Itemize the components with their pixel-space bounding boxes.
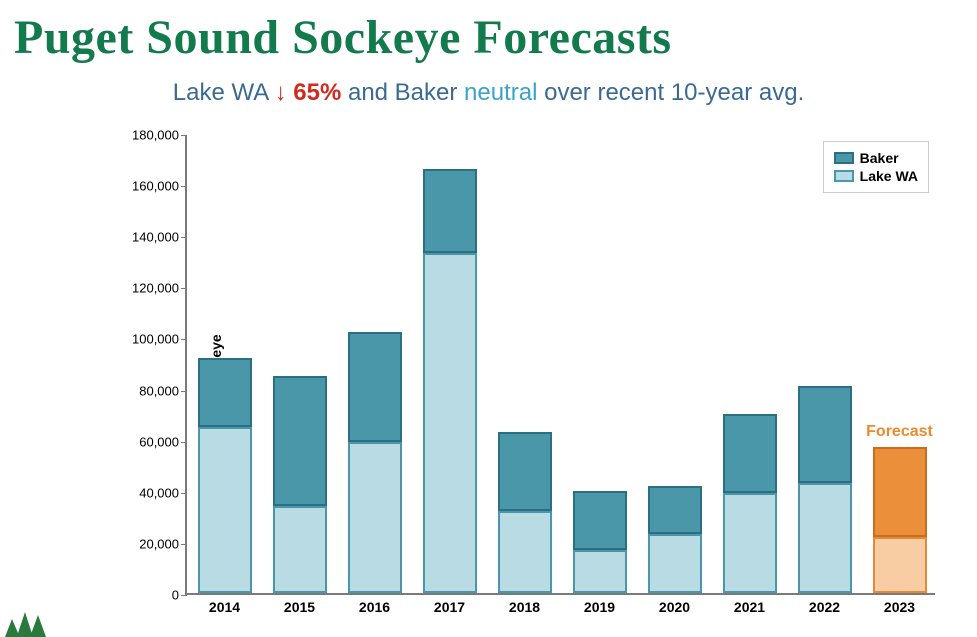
bar-seg-baker [498,432,552,511]
y-tick-label: 120,000 [127,281,179,296]
legend: Baker Lake WA [823,141,929,193]
y-tick-mark [181,595,187,596]
x-tick-label: 2020 [659,599,690,615]
bar-seg-lakewa [648,534,702,593]
y-tick-label: 20,000 [127,536,179,551]
plot-area: Baker Lake WA 020,00040,00060,00080,0001… [185,135,935,595]
bar-seg-baker [873,447,927,536]
bar-seg-baker [198,358,252,427]
x-tick-label: 2014 [209,599,240,615]
legend-item-lakewa: Lake WA [834,168,918,184]
y-tick-label: 140,000 [127,230,179,245]
x-tick-label: 2018 [509,599,540,615]
y-tick-label: 180,000 [127,128,179,143]
legend-label-lakewa: Lake WA [860,168,918,184]
legend-label-baker: Baker [860,150,899,166]
bar-seg-lakewa [723,493,777,593]
y-tick-mark [181,544,187,545]
y-tick-mark [181,339,187,340]
page-title: Puget Sound Sockeye Forecasts [0,0,977,65]
subtitle-suffix: over recent 10-year avg. [537,79,804,106]
x-tick-label: 2019 [584,599,615,615]
y-tick-mark [181,186,187,187]
bar-seg-lakewa [423,253,477,593]
legend-swatch-lakewa [834,170,854,182]
y-tick-mark [181,442,187,443]
x-tick-label: 2023 [884,599,915,615]
bar-seg-lakewa [273,506,327,593]
x-tick-label: 2015 [284,599,315,615]
y-tick-label: 60,000 [127,434,179,449]
subtitle-mid: and Baker [341,79,464,106]
bar-seg-baker [348,332,402,442]
y-tick-mark [181,237,187,238]
y-tick-label: 40,000 [127,485,179,500]
bar-seg-lakewa [873,537,927,593]
subtitle-prefix: Lake WA [173,79,275,106]
x-tick-label: 2022 [809,599,840,615]
down-arrow-icon: ↓ [275,79,287,106]
bar-seg-lakewa [348,442,402,593]
forecast-label: Forecast [866,423,933,441]
y-tick-mark [181,135,187,136]
y-tick-mark [181,288,187,289]
y-tick-mark [181,391,187,392]
bar-seg-baker [648,486,702,535]
bar-seg-lakewa [573,550,627,593]
subtitle-neutral: neutral [464,79,537,106]
y-tick-label: 0 [127,588,179,603]
y-tick-label: 100,000 [127,332,179,347]
legend-swatch-baker [834,152,854,164]
bar-seg-baker [573,491,627,550]
x-tick-label: 2021 [734,599,765,615]
chart-container: Number of Sockeye Baker Lake WA 020,0004… [130,125,945,625]
subtitle-percent: 65% [293,79,341,106]
bar-seg-lakewa [498,511,552,593]
legend-item-baker: Baker [834,150,918,166]
bar-seg-baker [423,169,477,253]
bar-seg-baker [798,386,852,483]
x-tick-label: 2016 [359,599,390,615]
bar-seg-baker [273,376,327,506]
x-tick-label: 2017 [434,599,465,615]
footer-logo [0,597,60,637]
bar-seg-lakewa [798,483,852,593]
y-tick-label: 80,000 [127,383,179,398]
bar-seg-baker [723,414,777,493]
bar-seg-lakewa [198,427,252,593]
subtitle: Lake WA ↓ 65% and Baker neutral over rec… [0,79,977,107]
y-tick-mark [181,493,187,494]
y-tick-label: 160,000 [127,179,179,194]
